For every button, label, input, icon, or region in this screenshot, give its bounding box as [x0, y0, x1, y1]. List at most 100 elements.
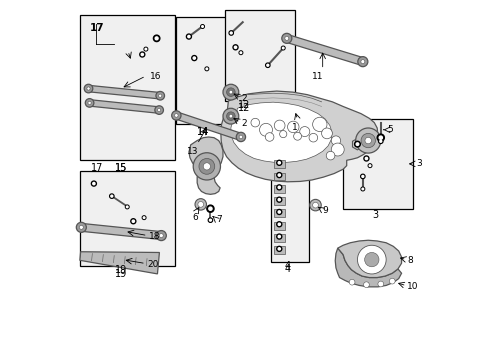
Circle shape: [239, 51, 242, 54]
Circle shape: [236, 132, 245, 141]
Circle shape: [125, 205, 129, 209]
Circle shape: [355, 143, 358, 145]
Circle shape: [278, 248, 280, 250]
Circle shape: [276, 160, 281, 165]
Circle shape: [357, 57, 367, 67]
Text: 15: 15: [114, 163, 127, 173]
Circle shape: [276, 172, 281, 177]
Circle shape: [156, 91, 164, 100]
Polygon shape: [335, 248, 401, 287]
Text: 5: 5: [386, 125, 392, 134]
Circle shape: [193, 57, 195, 59]
Circle shape: [278, 223, 280, 225]
Text: 18: 18: [149, 232, 160, 241]
Circle shape: [193, 153, 220, 180]
Circle shape: [198, 202, 203, 207]
Circle shape: [278, 186, 280, 189]
Bar: [80, 171, 174, 266]
Circle shape: [85, 99, 94, 107]
Circle shape: [187, 35, 190, 38]
Circle shape: [143, 217, 144, 219]
Circle shape: [281, 46, 285, 50]
Circle shape: [153, 35, 160, 41]
Circle shape: [388, 278, 394, 284]
Circle shape: [360, 187, 364, 191]
Circle shape: [361, 175, 363, 177]
Circle shape: [360, 60, 364, 64]
Circle shape: [228, 31, 233, 35]
Polygon shape: [175, 112, 242, 140]
Bar: [80, 15, 174, 160]
Circle shape: [174, 114, 178, 117]
Circle shape: [171, 111, 181, 120]
Circle shape: [308, 134, 317, 142]
Text: 4: 4: [284, 261, 290, 271]
Circle shape: [111, 195, 113, 197]
Circle shape: [144, 47, 147, 51]
Circle shape: [278, 235, 280, 238]
Circle shape: [199, 158, 214, 174]
Circle shape: [228, 114, 232, 118]
Circle shape: [233, 45, 238, 50]
Text: 11: 11: [311, 72, 323, 81]
Text: 3: 3: [371, 211, 378, 220]
Circle shape: [159, 234, 163, 238]
Polygon shape: [81, 224, 162, 239]
Circle shape: [276, 234, 281, 239]
Circle shape: [155, 106, 163, 114]
Circle shape: [88, 101, 91, 104]
Text: 13: 13: [186, 147, 198, 156]
Circle shape: [378, 139, 382, 143]
Bar: [176, 17, 231, 125]
Circle shape: [205, 68, 207, 69]
Bar: [273, 210, 284, 217]
Bar: [273, 234, 284, 242]
Circle shape: [141, 53, 143, 55]
Circle shape: [223, 108, 238, 124]
Circle shape: [354, 141, 360, 147]
Circle shape: [276, 210, 281, 215]
Polygon shape: [337, 240, 401, 278]
Circle shape: [186, 34, 191, 39]
Circle shape: [145, 48, 146, 50]
Text: 2: 2: [241, 119, 247, 128]
Circle shape: [230, 32, 232, 34]
Circle shape: [79, 225, 83, 229]
Text: 1: 1: [291, 123, 297, 132]
Circle shape: [278, 174, 280, 176]
Circle shape: [276, 246, 281, 251]
Text: 19: 19: [114, 269, 127, 279]
Circle shape: [367, 164, 371, 167]
Circle shape: [278, 211, 280, 213]
Bar: [224, 10, 294, 101]
Circle shape: [293, 132, 301, 140]
Circle shape: [157, 108, 161, 112]
Circle shape: [276, 197, 281, 202]
Circle shape: [191, 55, 196, 60]
Bar: [273, 222, 284, 230]
Bar: [273, 246, 284, 254]
Circle shape: [142, 216, 145, 220]
Text: 14: 14: [197, 127, 209, 137]
Bar: [273, 172, 284, 180]
Circle shape: [209, 219, 211, 221]
Circle shape: [93, 183, 95, 185]
Polygon shape: [188, 137, 223, 194]
Circle shape: [202, 26, 203, 27]
Circle shape: [364, 137, 371, 144]
Circle shape: [208, 218, 212, 222]
Text: 15: 15: [114, 163, 127, 173]
Text: 8: 8: [407, 256, 412, 265]
Circle shape: [368, 165, 370, 166]
Polygon shape: [89, 100, 159, 113]
Circle shape: [240, 52, 241, 54]
Circle shape: [287, 121, 298, 133]
Circle shape: [126, 206, 128, 208]
Circle shape: [360, 174, 364, 179]
Circle shape: [266, 64, 268, 66]
Text: 7: 7: [216, 215, 222, 224]
Text: 16: 16: [149, 72, 161, 81]
Circle shape: [276, 185, 281, 190]
Circle shape: [201, 25, 204, 28]
Circle shape: [299, 127, 309, 136]
